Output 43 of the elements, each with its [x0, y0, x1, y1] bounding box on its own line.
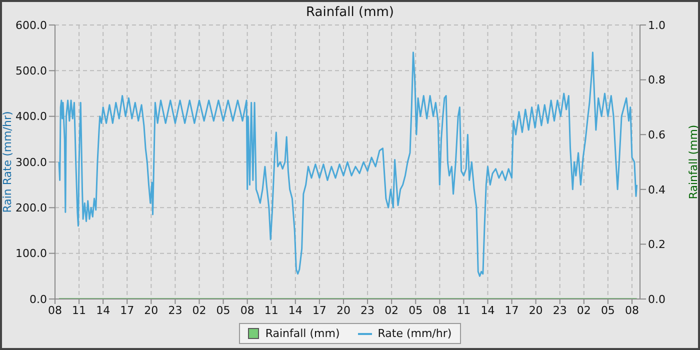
- x-tick-label: 08: [240, 304, 254, 317]
- x-tick-label: 14: [288, 304, 302, 317]
- x-tick-label: 05: [408, 304, 423, 317]
- x-tick-label: 02: [192, 304, 206, 317]
- x-tick-label: 02: [384, 304, 399, 317]
- x-tick-label: 23: [360, 304, 375, 317]
- y2-tick-label: 0.4: [648, 183, 666, 196]
- x-tick-label: 08: [48, 304, 62, 317]
- x-tick-label: 11: [264, 304, 278, 317]
- x-tick-label: 17: [504, 304, 519, 317]
- x-tick-label: 08: [432, 304, 447, 317]
- y2-axis-title: Rainfall (mm): [686, 124, 700, 200]
- y2-tick-label: 0.2: [648, 238, 666, 252]
- x-tick-label: 17: [120, 304, 134, 317]
- y2-tick-label: 1.0: [648, 18, 666, 32]
- x-tick-label: 20: [144, 304, 158, 317]
- y-tick-label: 100.0: [16, 247, 47, 260]
- x-tick-label: 05: [216, 304, 230, 317]
- y2-tick-label: 0.6: [648, 128, 666, 142]
- x-tick-label: 11: [72, 304, 86, 317]
- y2-tick-label: 0.8: [648, 74, 666, 87]
- y-tick-label: 400.0: [16, 110, 47, 124]
- y2-tick-label: 0.0: [648, 292, 666, 306]
- x-tick-label: 05: [600, 304, 615, 317]
- x-tick-label: 08: [624, 304, 639, 317]
- chart-title: Rainfall (mm): [305, 5, 395, 20]
- legend-label: Rate (mm/hr): [376, 327, 452, 340]
- y-tick-label: 600.0: [16, 18, 47, 32]
- x-tick-label: 20: [528, 304, 543, 317]
- y-tick-label: 300.0: [16, 156, 47, 169]
- x-tick-label: 17: [312, 304, 326, 317]
- x-tick-label: 14: [96, 304, 110, 317]
- x-tick-label: 11: [456, 304, 471, 317]
- x-tick-label: 14: [480, 304, 495, 317]
- y-tick-label: 200.0: [16, 202, 47, 215]
- x-tick-label: 23: [552, 304, 567, 317]
- y-tick-label: 0.0: [30, 292, 47, 306]
- legend-label: Rainfall (mm): [264, 327, 340, 340]
- x-tick-label: 20: [336, 304, 350, 317]
- y-axis-title: Rain Rate (mm/hr): [0, 111, 14, 213]
- x-tick-label: 02: [576, 304, 591, 317]
- y-tick-label: 500.0: [16, 64, 47, 78]
- x-tick-label: 23: [168, 304, 182, 317]
